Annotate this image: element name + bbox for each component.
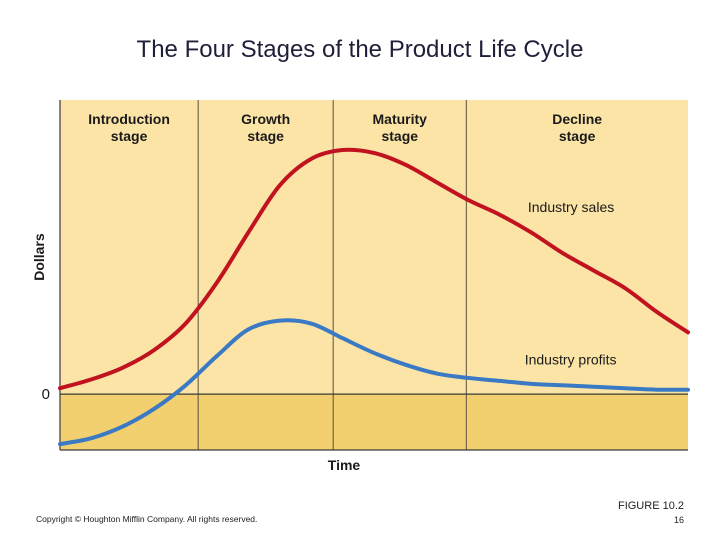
slide-title: The Four Stages of the Product Life Cycl… [136,36,584,63]
industry-profits-label: Industry profits [525,352,617,368]
page-number: 16 [673,515,684,525]
below-zero-area [60,394,688,450]
stage-label-title: Maturity [373,111,428,127]
industry-sales-label: Industry sales [528,199,614,215]
plot-background [60,100,688,450]
industry-sales-line [58,147,690,391]
figure-label: FIGURE 10.2 [617,500,684,512]
copyright-notice: Copyright © Houghton Mifflin Company. Al… [36,514,258,524]
stage-label-suffix: stage [381,128,418,144]
stage-label-title: Decline [552,111,602,127]
stage-label-suffix: stage [111,128,148,144]
x-axis-label: Time [328,457,361,473]
industry-profits-line [58,318,690,447]
stage-label-title: Growth [241,111,290,127]
stage-label-suffix: stage [247,128,284,144]
y-axis-label: Dollars [31,233,47,281]
y-tick-label-zero: 0 [42,386,50,403]
stage-label-suffix: stage [559,128,596,144]
stage-label-title: Introduction [88,111,170,127]
